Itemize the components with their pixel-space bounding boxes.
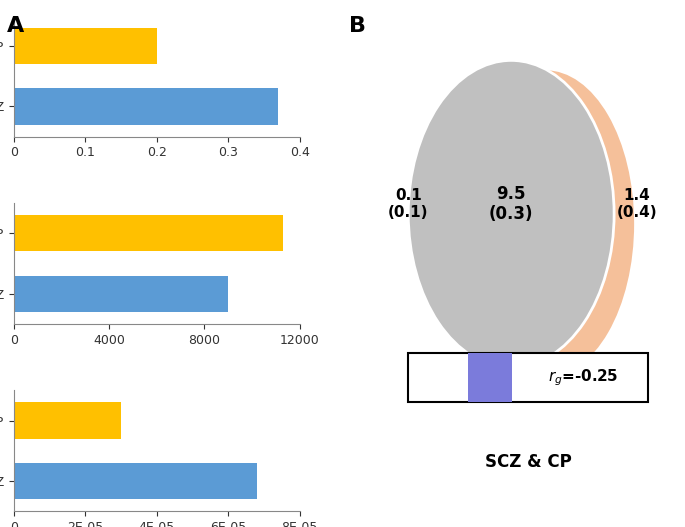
Text: B: B — [349, 16, 366, 36]
Text: A: A — [7, 16, 24, 36]
Bar — [14, 276, 228, 312]
Text: 1.4
(0.4): 1.4 (0.4) — [616, 188, 658, 220]
Text: 9.5
(0.3): 9.5 (0.3) — [489, 184, 534, 223]
Bar — [14, 28, 157, 64]
Bar — [14, 215, 283, 251]
Text: SCZ & CP: SCZ & CP — [485, 453, 572, 471]
Ellipse shape — [457, 70, 634, 377]
Bar — [14, 89, 278, 124]
Text: 0.1
(0.1): 0.1 (0.1) — [388, 188, 429, 220]
Bar — [14, 463, 257, 499]
Ellipse shape — [408, 61, 614, 367]
FancyBboxPatch shape — [408, 353, 649, 402]
Bar — [14, 403, 121, 438]
Text: $r_g$=-0.25: $r_g$=-0.25 — [547, 367, 618, 388]
FancyBboxPatch shape — [469, 353, 512, 402]
